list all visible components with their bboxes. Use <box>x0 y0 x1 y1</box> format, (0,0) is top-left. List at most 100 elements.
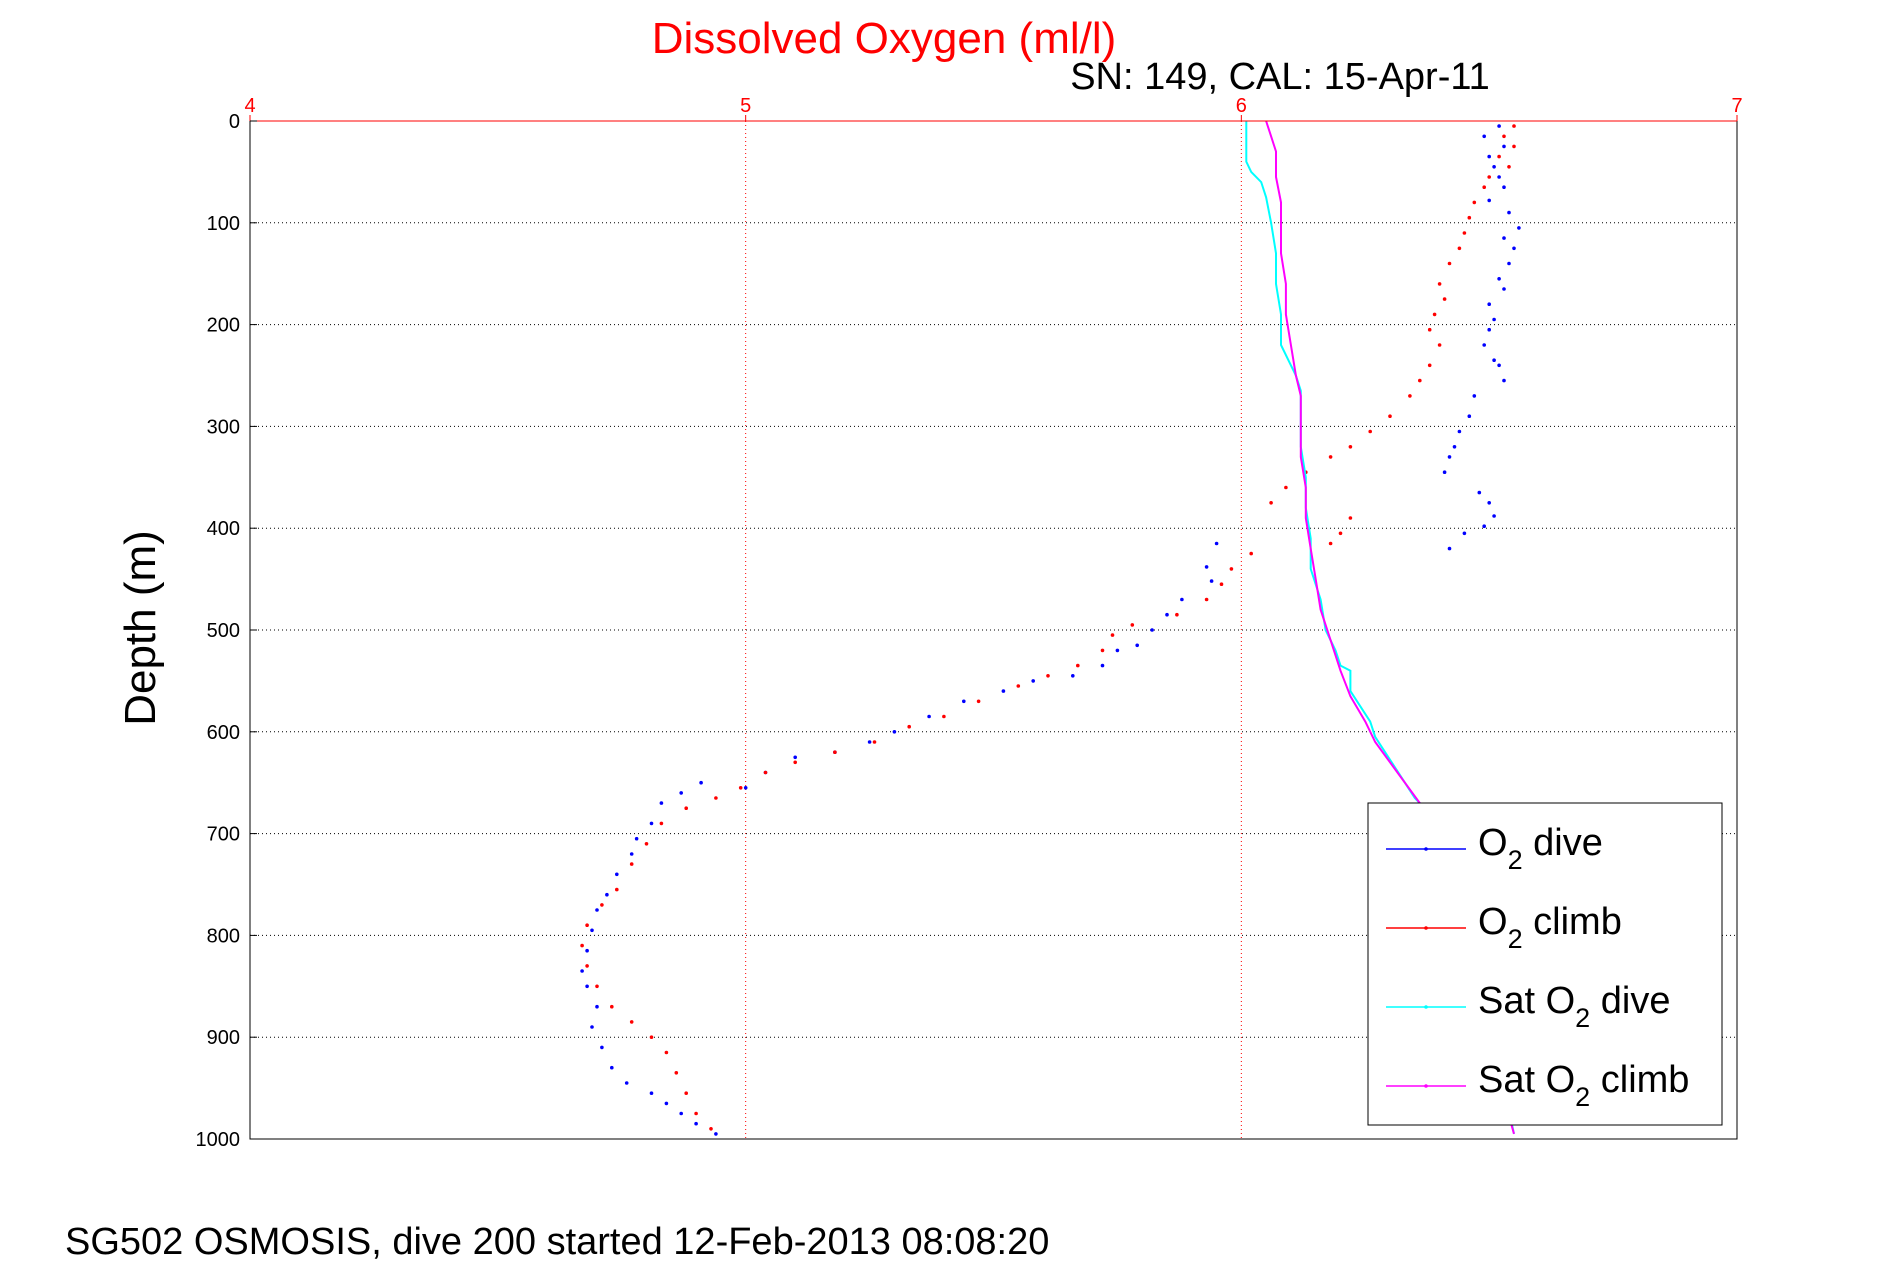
data-point <box>1502 134 1506 139</box>
data-point <box>1452 445 1457 449</box>
data-point <box>629 852 634 856</box>
data-point <box>1110 633 1115 637</box>
data-point <box>1001 689 1006 693</box>
data-point <box>679 791 683 795</box>
y-tick-label: 400 <box>207 518 240 540</box>
data-point <box>1442 470 1447 475</box>
data-point <box>629 1020 634 1024</box>
chart-subtitle: SN: 149, CAL: 15-Apr-11 <box>1070 56 1490 98</box>
data-point <box>833 750 837 754</box>
y-tick-label: 0 <box>229 111 240 133</box>
data-point <box>1462 531 1467 536</box>
data-point <box>1467 215 1472 220</box>
data-point <box>1249 551 1253 556</box>
data-point <box>1472 200 1477 205</box>
data-point <box>644 842 649 846</box>
data-point <box>659 821 664 826</box>
chart-title: Dissolved Oxygen (ml/l) <box>652 14 1117 63</box>
data-point <box>738 786 743 790</box>
data-point <box>615 887 619 892</box>
data-point <box>1150 628 1154 632</box>
data-point <box>595 984 599 989</box>
data-point <box>1348 445 1353 449</box>
data-point <box>600 1045 604 1050</box>
x-tick-label: 4 <box>244 95 255 117</box>
data-point <box>1487 501 1491 505</box>
x-tick-label: 5 <box>740 95 751 117</box>
legend-label: Sat O2 climb <box>1478 1059 1689 1112</box>
legend-entry: O2 dive <box>1386 822 1603 875</box>
data-point <box>674 1071 679 1075</box>
data-point <box>1507 210 1511 215</box>
legend-box <box>1367 802 1723 1126</box>
data-point <box>595 908 599 912</box>
data-point <box>1016 684 1021 688</box>
y-tick-label: 900 <box>207 1027 240 1049</box>
data-point <box>634 836 639 841</box>
x-tick-label: 6 <box>1236 95 1247 117</box>
data-point <box>1507 165 1511 169</box>
data-point <box>1046 674 1050 678</box>
data-point <box>714 1132 718 1136</box>
data-point <box>907 724 911 729</box>
data-point <box>1130 623 1135 627</box>
data-point <box>1408 394 1412 398</box>
data-point <box>1437 343 1442 347</box>
data-point <box>694 1111 698 1116</box>
data-point <box>1487 198 1491 203</box>
data-point <box>590 928 594 933</box>
legend-label-main: Sat O <box>1478 1059 1575 1101</box>
data-point <box>580 943 584 948</box>
y-axis-label: Depth (m) <box>116 530 165 726</box>
data-point <box>1328 455 1333 459</box>
legend-entry: O2 climb <box>1386 901 1622 954</box>
data-point <box>1269 501 1273 505</box>
data-point <box>600 903 604 907</box>
data-point <box>1502 236 1506 240</box>
data-point <box>709 1127 713 1131</box>
legend-label-subscript: 2 <box>1508 924 1523 954</box>
y-tick-label: 700 <box>207 824 240 846</box>
data-point <box>605 892 609 897</box>
y-tick-label: 200 <box>207 315 240 337</box>
data-point <box>1502 287 1506 291</box>
legend-label-main: O <box>1478 901 1508 943</box>
data-point <box>1482 343 1486 347</box>
data-point <box>1071 674 1075 678</box>
data-point <box>1467 414 1472 419</box>
data-point <box>1432 312 1437 317</box>
data-point <box>1180 597 1184 602</box>
y-tick-label: 100 <box>207 213 240 235</box>
data-point <box>1219 582 1224 586</box>
data-point <box>927 714 931 719</box>
data-point <box>590 1025 594 1029</box>
data-point <box>1512 246 1516 251</box>
legend-label-main: O <box>1478 822 1508 864</box>
data-point <box>714 796 718 800</box>
legend-label-subscript: 2 <box>1575 1003 1590 1033</box>
data-point <box>624 1081 629 1085</box>
data-point <box>1512 124 1516 128</box>
data-point <box>1100 648 1105 653</box>
data-point <box>1338 531 1343 536</box>
tick-labels: 4 5 6 7 0 100 200 300 400 500 600 700 800 900 1000 <box>196 95 1743 1151</box>
data-point <box>1457 246 1462 251</box>
data-point <box>585 964 589 968</box>
data-point <box>1497 363 1501 368</box>
data-point <box>1284 485 1288 490</box>
data-point <box>1477 490 1482 495</box>
data-point <box>1388 414 1392 419</box>
data-point <box>793 760 797 765</box>
legend-entry: Sat O2 climb <box>1386 1059 1689 1112</box>
data-point <box>649 1091 654 1095</box>
data-point <box>1418 378 1422 383</box>
data-point <box>942 714 946 719</box>
data-point <box>1209 579 1214 583</box>
data-point <box>649 821 654 826</box>
data-point <box>1204 597 1209 602</box>
data-point <box>1492 358 1496 363</box>
data-point <box>649 1035 654 1039</box>
data-point <box>610 1065 614 1070</box>
data-point <box>743 786 748 790</box>
data-point <box>1076 663 1080 668</box>
